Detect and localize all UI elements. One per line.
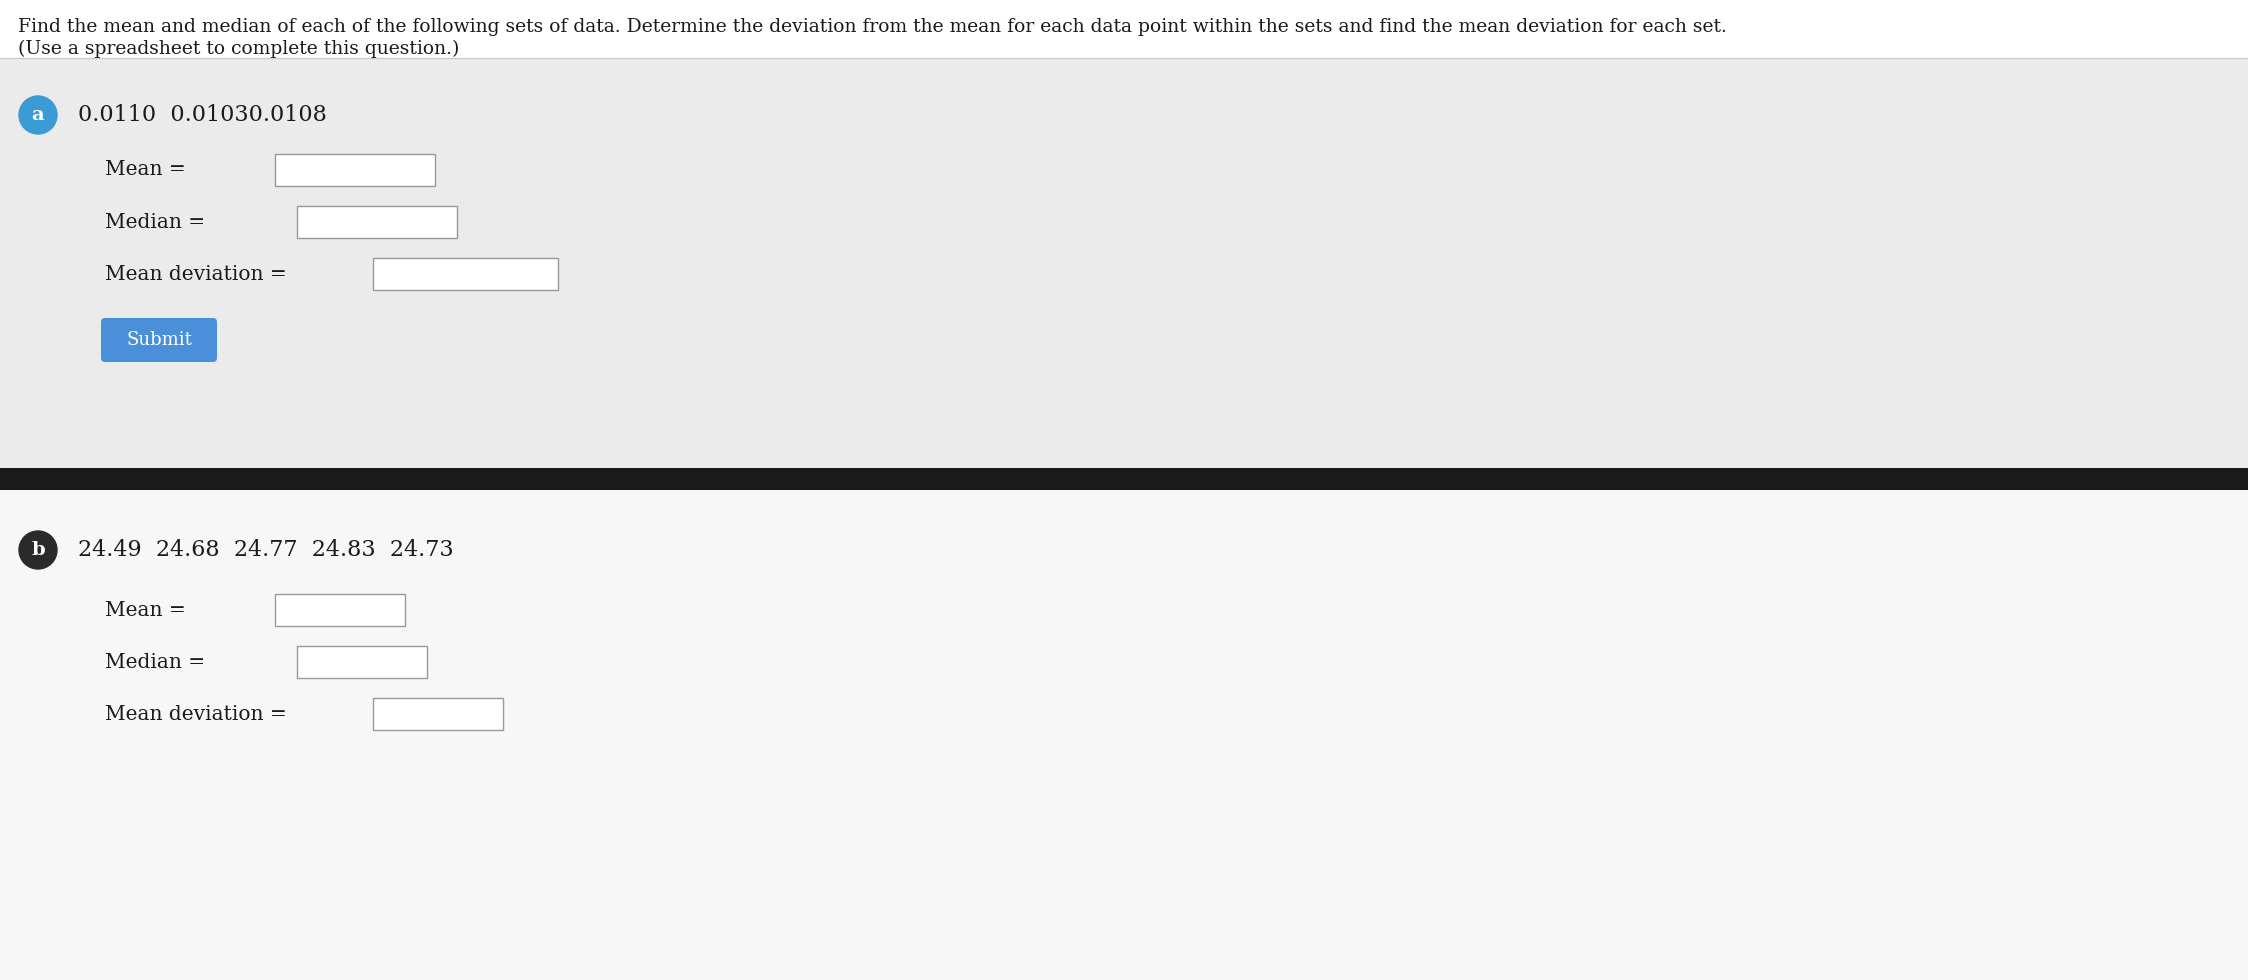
FancyBboxPatch shape (373, 698, 504, 730)
FancyBboxPatch shape (0, 468, 2248, 490)
Text: Mean =: Mean = (106, 601, 187, 619)
Text: Mean =: Mean = (106, 161, 187, 179)
Text: a: a (31, 106, 45, 124)
Text: (Use a spreadsheet to complete this question.): (Use a spreadsheet to complete this ques… (18, 40, 459, 58)
Text: Median =: Median = (106, 653, 205, 671)
FancyBboxPatch shape (0, 490, 2248, 980)
Text: b: b (31, 541, 45, 559)
Circle shape (18, 531, 56, 569)
FancyBboxPatch shape (373, 258, 558, 290)
FancyBboxPatch shape (274, 594, 405, 626)
Text: Submit: Submit (126, 331, 191, 349)
Text: Find the mean and median of each of the following sets of data. Determine the de: Find the mean and median of each of the … (18, 18, 1726, 36)
FancyBboxPatch shape (101, 318, 218, 362)
Text: Median =: Median = (106, 213, 205, 231)
FancyBboxPatch shape (0, 58, 2248, 468)
FancyBboxPatch shape (274, 154, 436, 186)
Circle shape (18, 96, 56, 134)
FancyBboxPatch shape (297, 646, 427, 678)
Text: 0.0110  0.01030.0108: 0.0110 0.01030.0108 (79, 104, 326, 126)
Text: Mean deviation =: Mean deviation = (106, 705, 288, 723)
FancyBboxPatch shape (297, 206, 456, 238)
Text: 24.49  24.68  24.77  24.83  24.73: 24.49 24.68 24.77 24.83 24.73 (79, 539, 454, 561)
Text: Mean deviation =: Mean deviation = (106, 265, 288, 283)
